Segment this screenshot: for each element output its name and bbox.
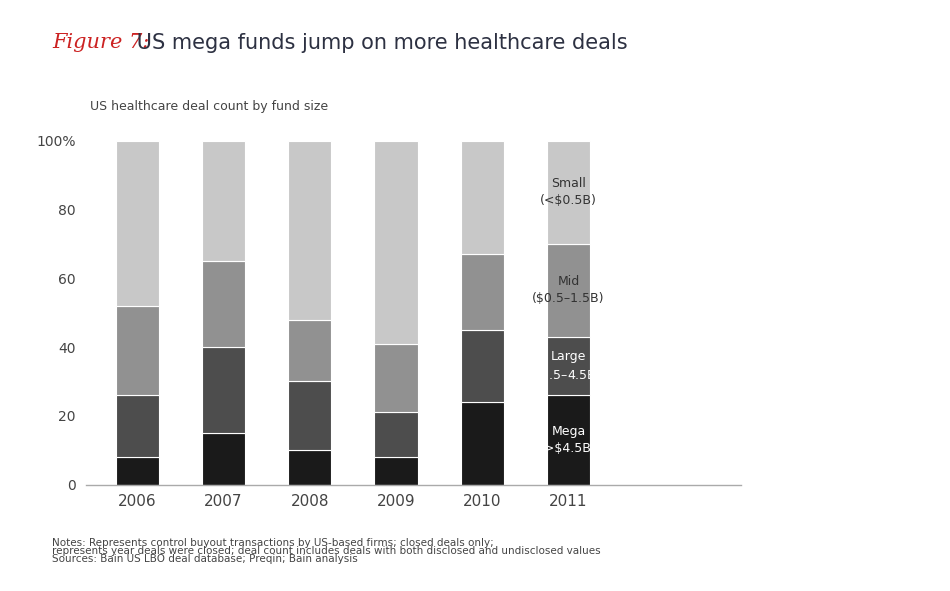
Bar bbox=[461, 254, 504, 330]
Bar bbox=[547, 141, 590, 244]
Text: Mega
(>$4.5B): Mega (>$4.5B) bbox=[541, 425, 597, 455]
Bar bbox=[547, 337, 590, 395]
Bar bbox=[547, 244, 590, 337]
Bar bbox=[288, 381, 332, 450]
Bar bbox=[116, 457, 159, 485]
Bar bbox=[461, 402, 504, 485]
Text: Notes: Represents control buyout transactions by US-based firms; closed deals on: Notes: Represents control buyout transac… bbox=[52, 538, 494, 548]
Text: Small
(<$0.5B): Small (<$0.5B) bbox=[540, 177, 597, 207]
Bar bbox=[288, 320, 332, 381]
Bar bbox=[116, 395, 159, 457]
Bar bbox=[374, 457, 418, 485]
Bar bbox=[288, 450, 332, 485]
Text: Large
($1.5–$4.5B): Large ($1.5–$4.5B) bbox=[536, 350, 601, 382]
Bar bbox=[374, 413, 418, 457]
Bar bbox=[374, 343, 418, 413]
Text: US mega funds jump on more healthcare deals: US mega funds jump on more healthcare de… bbox=[130, 33, 628, 53]
Text: Figure 7:: Figure 7: bbox=[52, 33, 149, 51]
Bar bbox=[202, 347, 245, 433]
Bar bbox=[461, 330, 504, 402]
Text: Sources: Bain US LBO deal database; Preqin; Bain analysis: Sources: Bain US LBO deal database; Preq… bbox=[52, 554, 358, 564]
Bar bbox=[202, 261, 245, 347]
Text: Mid
($0.5–1.5B): Mid ($0.5–1.5B) bbox=[532, 275, 605, 306]
Bar bbox=[116, 306, 159, 395]
Bar bbox=[116, 141, 159, 306]
Bar bbox=[547, 395, 590, 485]
Bar bbox=[461, 141, 504, 254]
Bar bbox=[374, 141, 418, 343]
Text: represents year deals were closed; deal count includes deals with both disclosed: represents year deals were closed; deal … bbox=[52, 546, 600, 556]
Bar bbox=[202, 141, 245, 261]
Bar bbox=[202, 433, 245, 485]
Text: US healthcare deal count by fund size: US healthcare deal count by fund size bbox=[90, 100, 328, 113]
Bar bbox=[288, 141, 332, 320]
